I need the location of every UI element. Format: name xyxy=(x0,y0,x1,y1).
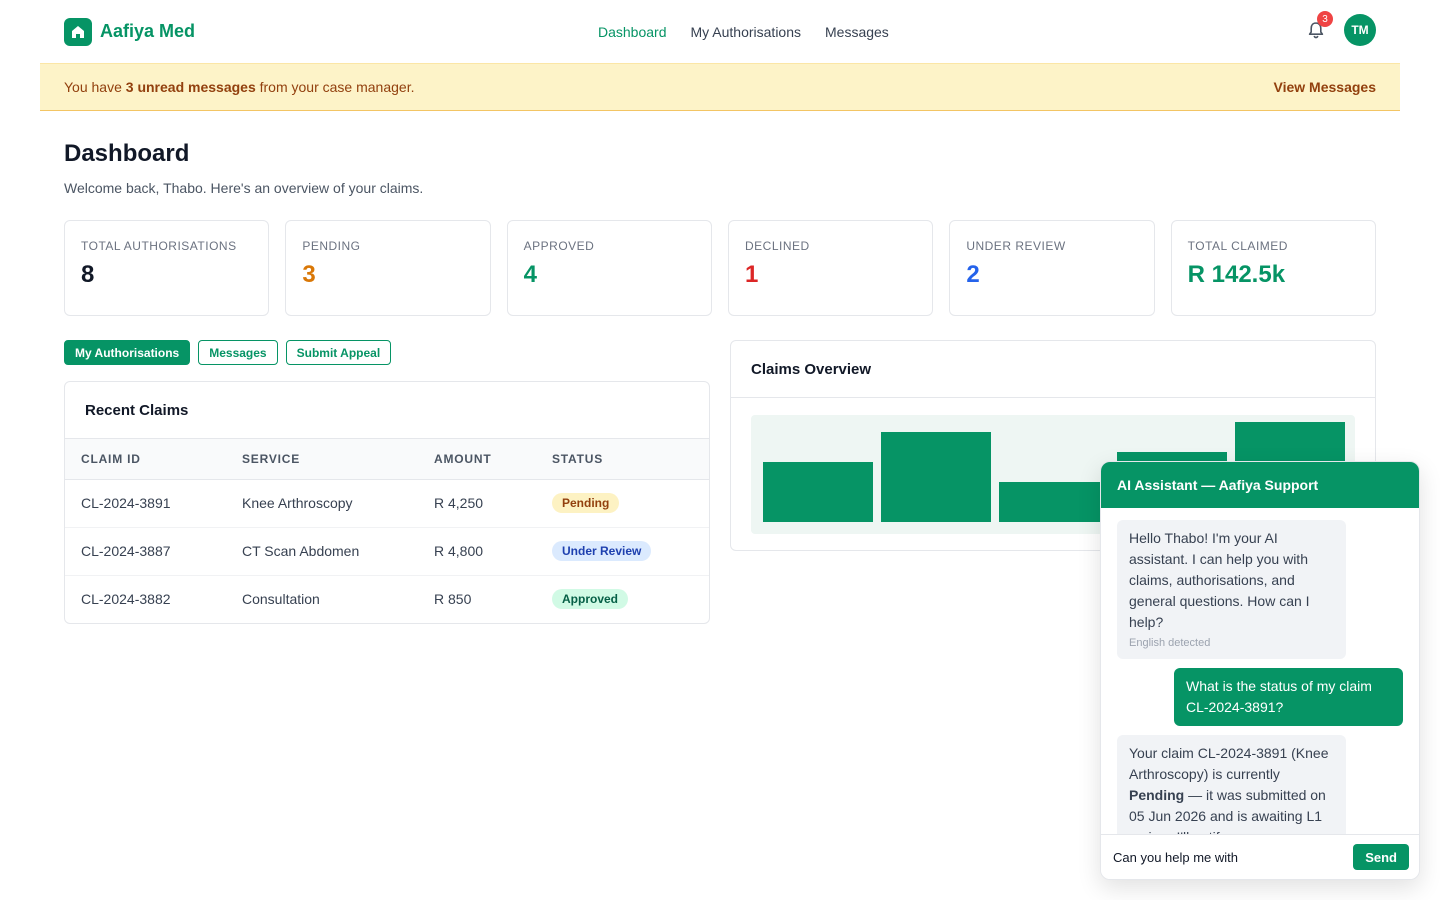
chart-bar xyxy=(881,432,991,522)
claim-service: Knee Arthroscopy xyxy=(226,479,418,528)
table-row[interactable]: CL-2024-3891 Knee Arthroscopy R 4,250 Pe… xyxy=(65,479,709,528)
claim-amount: R 850 xyxy=(434,591,472,608)
chat-messages[interactable]: Hello Thabo! I'm your AI assistant. I ca… xyxy=(1101,508,1419,834)
ai-assistant-chat: AI Assistant — Aafiya Support Hello Thab… xyxy=(1100,461,1420,880)
main-nav: Dashboard My Authorisations Messages xyxy=(598,0,889,63)
notifications-button[interactable]: 3 xyxy=(1300,11,1333,46)
stat-card: Under Review 2 xyxy=(949,220,1155,316)
claim-service: Consultation xyxy=(242,591,320,608)
view-messages-link[interactable]: View Messages xyxy=(1273,79,1376,95)
claim-amount: R 4,800 xyxy=(418,527,536,576)
claim-id: CL-2024-3887 xyxy=(65,527,226,576)
column-header: AMOUNT xyxy=(418,439,536,480)
recent-claims-card: Recent Claims CLAIM ID SERVICE AMOUNT ST… xyxy=(64,381,710,624)
language-note: English detected xyxy=(1129,637,1211,649)
stat-label: Total Authorisations xyxy=(81,239,237,253)
stat-label: Approved xyxy=(523,239,595,253)
stat-card: Declined 1 xyxy=(727,220,934,316)
stat-card: Total Claimed R 142.5k xyxy=(1170,220,1376,316)
status-badge: Under Review xyxy=(552,541,652,561)
header-actions: 3 TM xyxy=(1300,11,1376,46)
stat-label: Under Review xyxy=(966,239,1066,253)
table-row[interactable]: CL-2024-3887 CT Scan Abdomen R 4,800 Und… xyxy=(65,527,709,576)
claim-amount: R 4,250 xyxy=(418,479,536,528)
chart-bar xyxy=(763,462,873,522)
stat-label: Declined xyxy=(744,239,810,253)
chat-message-input[interactable] xyxy=(1113,843,1346,871)
table-row[interactable]: CL-2024-3882 Consultation R 850 Approved xyxy=(65,575,709,623)
stat-value: 2 xyxy=(966,261,980,288)
column-header: CLAIM ID xyxy=(65,439,226,480)
status-badge: Approved xyxy=(552,589,629,610)
stat-card: Pending 3 xyxy=(285,220,491,316)
top-header: Aafiya Med Dashboard My Authorisations M… xyxy=(64,0,1376,63)
assistant-message: Your claim CL-2024-3891 (Knee Arthroscop… xyxy=(1117,735,1346,834)
nav-my-authorisations[interactable]: My Authorisations xyxy=(690,23,802,40)
brand-logo[interactable]: Aafiya Med xyxy=(64,17,196,46)
my-authorisations-button[interactable]: My Authorisations xyxy=(64,340,191,365)
stat-value: 4 xyxy=(523,261,538,288)
messages-button[interactable]: Messages xyxy=(198,340,278,365)
stat-value: R 142.5k xyxy=(1187,261,1286,288)
notification-count-badge: 3 xyxy=(1317,11,1333,27)
stat-value: 8 xyxy=(81,261,95,288)
chat-input-row: Send xyxy=(1101,834,1419,879)
stat-card: Approved 4 xyxy=(506,220,712,316)
stat-card: Total Authorisations 8 xyxy=(64,220,270,316)
claim-service: CT Scan Abdomen xyxy=(226,527,418,576)
chat-header-title: AI Assistant — Aafiya Support xyxy=(1101,462,1419,508)
submit-appeal-button[interactable]: Submit Appeal xyxy=(285,340,392,365)
banner-highlight: 3 unread messages xyxy=(125,79,256,95)
page-subtitle: Welcome back, Thabo. Here's an overview … xyxy=(64,180,424,196)
status-badge: Pending xyxy=(552,493,620,513)
send-button[interactable]: Send xyxy=(1353,844,1409,870)
quick-actions: My Authorisations Messages Submit Appeal xyxy=(64,340,392,365)
stat-label: Total Claimed xyxy=(1187,239,1288,253)
column-header: SERVICE xyxy=(226,439,418,480)
chart-bar xyxy=(999,482,1109,522)
stat-label: Pending xyxy=(302,239,361,253)
claim-id: CL-2024-3882 xyxy=(81,591,171,608)
stats-row: Total Authorisations 8 Pending 3 Approved 4… xyxy=(64,220,1376,316)
banner-text: You have 3 unread messages from your cas… xyxy=(64,79,415,95)
assistant-message: Hello Thabo! I'm your AI assistant. I ca… xyxy=(1117,520,1346,659)
recent-claims-title: Recent Claims xyxy=(65,382,709,439)
stat-value: 1 xyxy=(744,261,759,288)
page-title: Dashboard xyxy=(64,140,190,167)
nav-dashboard[interactable]: Dashboard xyxy=(598,23,667,40)
home-icon xyxy=(64,17,92,46)
chart-title: Claims Overview xyxy=(731,341,1375,398)
claim-id: CL-2024-3891 xyxy=(65,479,226,528)
column-header: STATUS xyxy=(536,439,709,480)
brand-name: Aafiya Med xyxy=(100,21,196,41)
user-message: What is the status of my claim CL-2024-3… xyxy=(1174,668,1403,726)
user-avatar[interactable]: TM xyxy=(1344,14,1376,46)
stat-value: 3 xyxy=(302,261,316,288)
claims-table: CLAIM ID SERVICE AMOUNT STATUS CL-2024-3… xyxy=(65,439,709,623)
nav-messages[interactable]: Messages xyxy=(825,23,889,40)
unread-messages-banner: You have 3 unread messages from your cas… xyxy=(40,63,1400,111)
